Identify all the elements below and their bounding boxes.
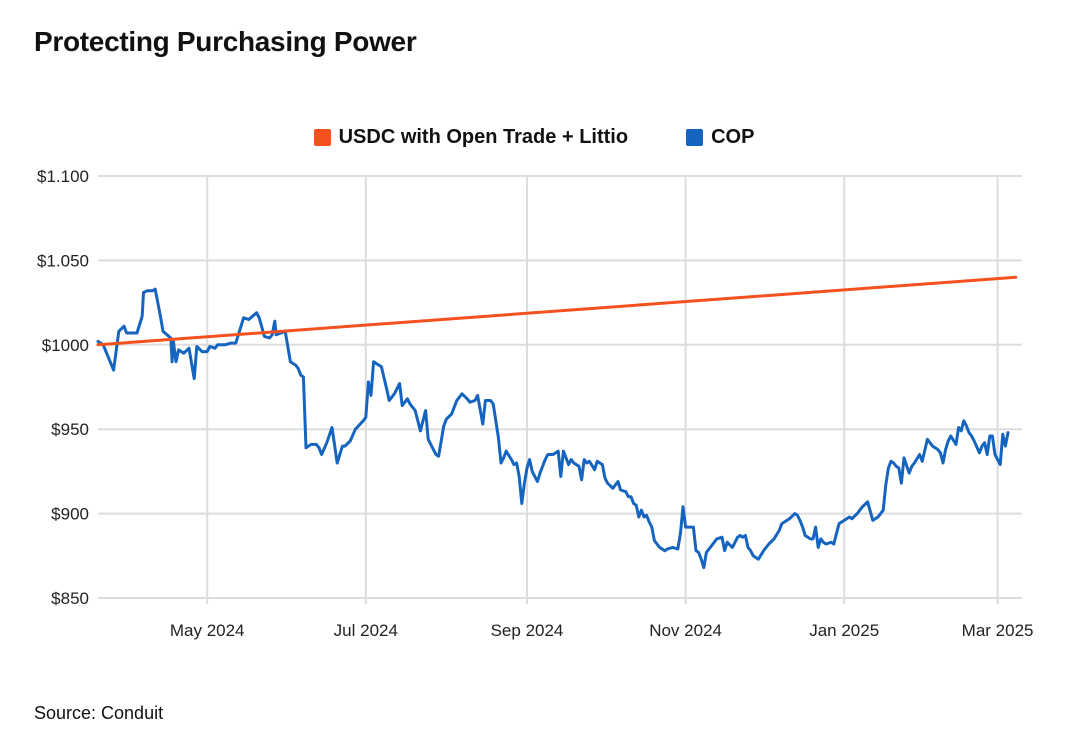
- x-tick-label: May 2024: [170, 621, 245, 640]
- y-tick-label: $850: [51, 589, 89, 608]
- x-tick-label: Jul 2024: [334, 621, 398, 640]
- chart-legend: USDC with Open Trade + Littio COP: [0, 126, 1068, 149]
- series-line-usdc: [96, 275, 1018, 347]
- chart-title: Protecting Purchasing Power: [34, 26, 417, 57]
- legend-swatch-cop: [686, 129, 704, 146]
- x-tick-label: Jan 2025: [809, 621, 879, 640]
- legend-item-usdc: USDC with Open Trade + Littio: [313, 126, 629, 149]
- source-note: Source: Conduit: [34, 703, 164, 723]
- x-tick-label: Mar 2025: [962, 621, 1034, 640]
- y-tick-label: $950: [51, 420, 89, 439]
- legend-item-cop: COP: [686, 126, 754, 149]
- y-tick-label: $1.100: [37, 167, 89, 186]
- y-tick-label: $1000: [42, 336, 89, 355]
- y-tick-label: $900: [51, 505, 89, 524]
- legend-label-cop: COP: [711, 126, 755, 148]
- legend-label-usdc: USDC with Open Trade + Littio: [338, 126, 629, 148]
- y-tick-label: $1.050: [37, 251, 89, 270]
- legend-swatch-usdc: [313, 129, 331, 146]
- x-tick-label: Nov 2024: [649, 621, 722, 640]
- x-tick-label: Sep 2024: [491, 621, 564, 640]
- series-line-cop: [96, 287, 1010, 570]
